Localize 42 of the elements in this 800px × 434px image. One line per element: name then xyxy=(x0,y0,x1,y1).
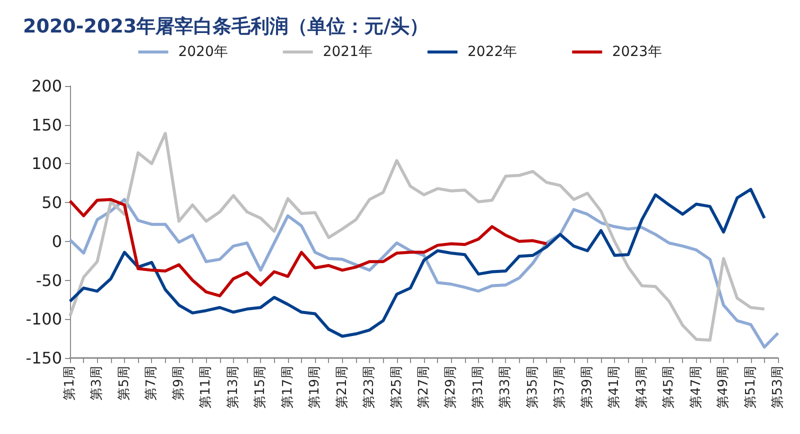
x-tick-label: 第19周 xyxy=(308,366,323,409)
y-tick-label: 150 xyxy=(31,115,62,134)
y-tick-label: 200 xyxy=(31,76,62,96)
x-tick-label: 第27周 xyxy=(416,366,432,409)
legend-label: 2022年 xyxy=(468,44,518,60)
x-tick-label: 第3周 xyxy=(90,366,105,400)
x-tick-label: 第31周 xyxy=(470,366,486,409)
x-tick-label: 第21周 xyxy=(334,366,350,409)
x-tick-label: 第43周 xyxy=(634,366,650,409)
x-tick-label: 第9周 xyxy=(171,366,186,400)
x-tick-label: 第5周 xyxy=(116,366,132,400)
x-tick-label: 第29周 xyxy=(444,366,459,409)
x-tick-label: 第35周 xyxy=(525,366,540,409)
x-tick-label: 第33周 xyxy=(498,366,514,409)
legend-label: 2023年 xyxy=(612,44,662,60)
y-tick-label: 100 xyxy=(31,154,62,174)
x-tick-label: 第37周 xyxy=(552,366,568,409)
x-tick-label: 第1周 xyxy=(62,366,78,400)
x-tick-label: 第11周 xyxy=(198,366,214,409)
line-series xyxy=(68,132,766,342)
y-tick-label: -150 xyxy=(26,348,62,368)
x-tick-label: 第45周 xyxy=(662,366,677,409)
x-tick-label: 第47周 xyxy=(688,366,704,409)
x-tick-label: 第7周 xyxy=(144,366,160,400)
y-tick-label: -50 xyxy=(36,270,62,290)
x-tick-label: 第53周 xyxy=(770,366,786,409)
line-series xyxy=(68,198,548,298)
x-tick-label: 第17周 xyxy=(280,366,296,409)
legend-label: 2020年 xyxy=(178,44,228,60)
y-tick-label: 50 xyxy=(42,193,62,212)
x-tick-label: 第25周 xyxy=(389,366,404,409)
x-tick-label: 第49周 xyxy=(716,366,732,409)
x-tick-label: 第23周 xyxy=(362,366,378,409)
x-tick-label: 第51周 xyxy=(743,366,758,409)
chart-title: 2020-2023年屠宰白条毛利润（单位：元/头） xyxy=(23,16,429,38)
x-tick-label: 第15周 xyxy=(253,366,268,409)
x-tick-label: 第41周 xyxy=(607,366,622,409)
legend-label: 2021年 xyxy=(322,44,373,60)
y-tick-label: 0 xyxy=(52,232,62,251)
x-tick-label: 第39周 xyxy=(580,366,595,409)
x-tick-label: 第13周 xyxy=(226,366,241,409)
y-tick-label: -100 xyxy=(26,310,62,329)
